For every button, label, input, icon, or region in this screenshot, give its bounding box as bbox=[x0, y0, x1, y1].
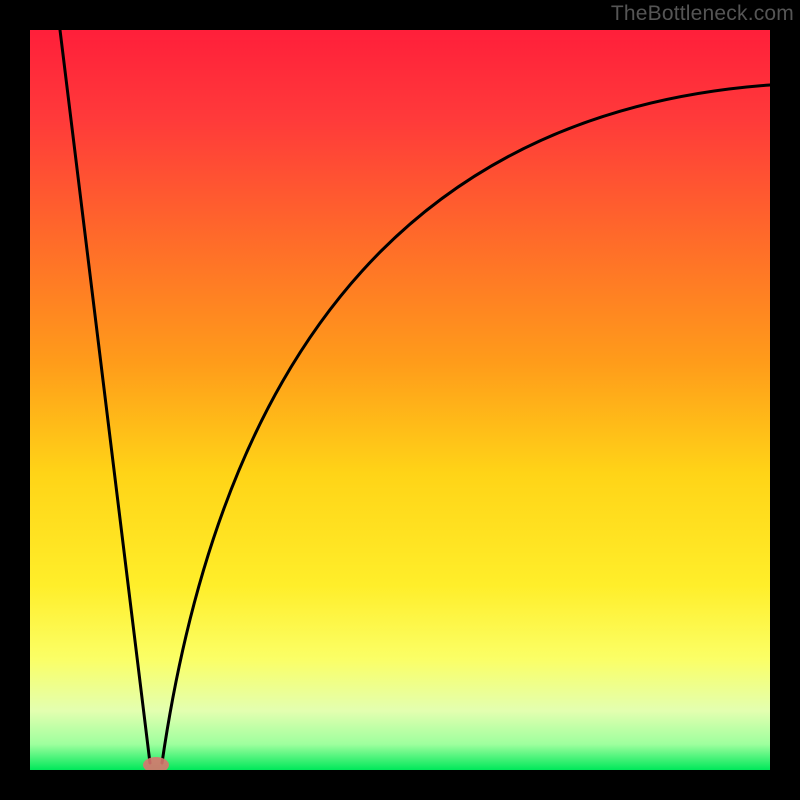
attribution-text: TheBottleneck.com bbox=[611, 2, 794, 26]
chart-frame: TheBottleneck.com bbox=[0, 0, 800, 800]
chart-svg bbox=[0, 0, 800, 800]
plot-background bbox=[30, 30, 770, 770]
